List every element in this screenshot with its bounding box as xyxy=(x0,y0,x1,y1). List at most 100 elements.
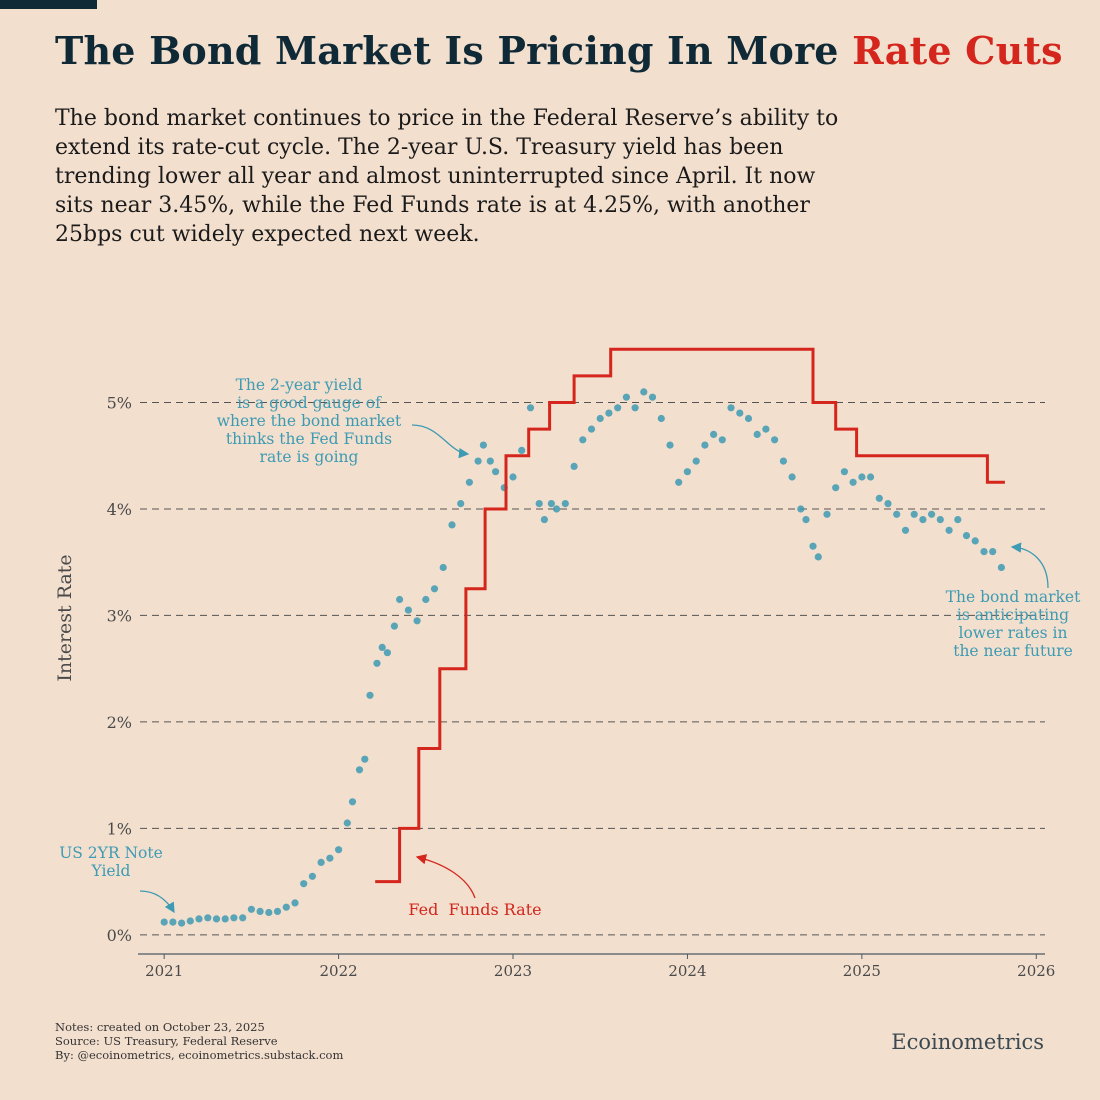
y-tick-label: 5% xyxy=(107,393,132,412)
yield-point xyxy=(675,478,683,486)
yield-label-line: Yield xyxy=(91,862,131,880)
yield-point xyxy=(212,915,221,923)
fed-series-label: Fed Funds Rate xyxy=(408,900,541,919)
yield-point xyxy=(797,505,805,513)
yield-point xyxy=(631,404,639,412)
y-tick-label: 1% xyxy=(107,819,132,838)
yield-point xyxy=(239,914,247,922)
yield-point xyxy=(744,414,753,423)
yield-point xyxy=(919,516,927,524)
yield-point xyxy=(840,468,849,476)
fed-label-arrow xyxy=(415,854,476,899)
annotation-gauge-line: rate is going xyxy=(260,448,359,466)
fed-funds-step-line xyxy=(375,347,1005,884)
yield-point xyxy=(579,436,587,444)
chart-subtitle: The bond market continues to price in th… xyxy=(55,106,839,247)
yield-point xyxy=(413,617,421,625)
yield-point xyxy=(439,563,447,572)
yield-point xyxy=(640,388,648,396)
yield-point xyxy=(980,548,988,556)
yield-point xyxy=(326,854,334,862)
yield-point xyxy=(221,915,229,923)
yield-point xyxy=(273,907,282,916)
yield-point xyxy=(605,409,613,417)
yield-label-arrow xyxy=(139,890,175,914)
annotation-gauge-line: thinks the Fed Funds xyxy=(226,430,392,448)
yield-point xyxy=(265,908,273,917)
yield-point xyxy=(893,510,901,518)
yield-series-label: US 2YR Note Yield xyxy=(59,844,163,880)
yield-point xyxy=(809,542,817,550)
yield-point xyxy=(997,563,1006,572)
corner-accent-bar xyxy=(0,0,97,9)
yield-point xyxy=(701,441,709,449)
yield-point xyxy=(596,414,604,423)
yield-point xyxy=(989,548,997,556)
title-main: The Bond Market Is Pricing In More xyxy=(55,28,853,73)
x-tick-label: 2025 xyxy=(843,962,881,980)
yield-point xyxy=(361,755,369,763)
y-tick-label: 2% xyxy=(107,713,132,732)
source-line: Source: US Treasury, Federal Reserve xyxy=(55,1034,278,1048)
y-tick-label: 3% xyxy=(107,606,132,625)
fed-funds-series xyxy=(375,347,1005,884)
yield-point xyxy=(195,915,203,923)
yield-point xyxy=(910,510,918,518)
annotation-anticipating: The bond market is anticipating lower ra… xyxy=(946,588,1081,660)
yield-point xyxy=(570,462,578,470)
yield-point xyxy=(587,425,596,433)
yield-point xyxy=(945,526,953,534)
x-axis: 2021 2022 2023 2024 2025 2026 xyxy=(138,953,1055,980)
yield-point xyxy=(814,553,822,561)
yield-point xyxy=(771,436,779,444)
yield-point xyxy=(547,500,556,508)
annotation-gauge-line: is a good gauge of xyxy=(237,394,382,412)
yield-point xyxy=(355,766,364,774)
yield-point xyxy=(492,468,500,476)
chart-svg: 0% 1% 2% 3% 4% 5% 2021 2022 2023 2024 2025 2026 In… xyxy=(54,347,1081,980)
yield-point xyxy=(535,500,543,508)
x-tick-label: 2024 xyxy=(668,962,706,980)
yield-point xyxy=(779,457,788,465)
yield-point xyxy=(802,516,810,524)
notes-line: Notes: created on October 23, 2025 xyxy=(55,1020,265,1034)
y-axis-label: Interest Rate xyxy=(54,554,76,681)
yield-point xyxy=(422,595,430,604)
yield-point xyxy=(383,649,391,657)
yield-point xyxy=(875,494,883,502)
yield-point xyxy=(526,404,535,412)
yield-point xyxy=(762,425,770,433)
annotation-anticipating-line: is anticipating xyxy=(957,606,1069,624)
yield-point xyxy=(378,643,386,652)
yield-point xyxy=(710,430,718,438)
yield-point xyxy=(718,436,726,444)
yield-point xyxy=(971,537,979,545)
yield-point xyxy=(657,414,665,423)
yield-point xyxy=(448,521,456,529)
x-tick-label: 2023 xyxy=(494,962,532,980)
yield-point xyxy=(282,903,290,911)
yield-point xyxy=(396,595,404,604)
yield-point xyxy=(753,430,761,438)
yield-point xyxy=(256,907,264,916)
yield-point xyxy=(335,846,343,854)
yield-point xyxy=(291,899,299,907)
annotation-anticipating-line: the near future xyxy=(953,642,1073,660)
yield-point xyxy=(936,516,944,524)
x-tick-label: 2026 xyxy=(1017,962,1055,980)
yield-point xyxy=(457,500,465,508)
yield-point xyxy=(823,510,831,518)
yield-point xyxy=(366,691,374,699)
yield-point xyxy=(832,484,840,492)
annotation-gauge-line: The 2-year yield xyxy=(236,376,363,394)
yield-point xyxy=(317,858,325,867)
yield-point xyxy=(561,500,569,508)
yield-point xyxy=(509,473,517,481)
yield-point xyxy=(486,457,494,465)
x-tick-label: 2022 xyxy=(319,962,357,980)
yield-point xyxy=(178,919,186,927)
yield-point xyxy=(553,505,561,513)
yield-point xyxy=(479,441,487,449)
yield-point xyxy=(622,393,631,401)
yield-point xyxy=(343,819,351,827)
